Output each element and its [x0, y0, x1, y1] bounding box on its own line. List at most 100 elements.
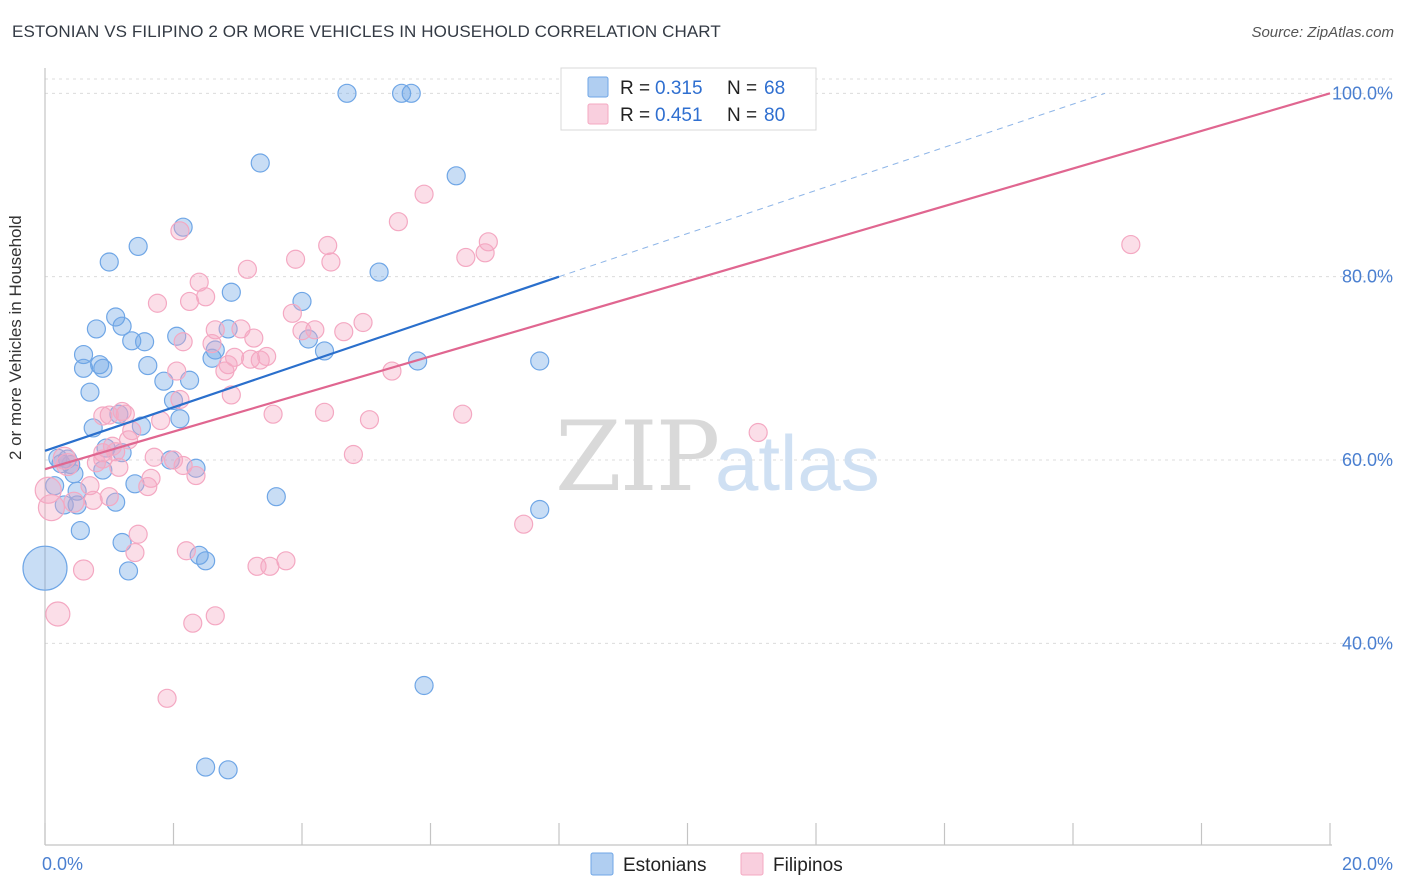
filipino-point — [83, 490, 103, 510]
filipino-point — [128, 524, 148, 544]
estonian-point — [401, 83, 421, 103]
y-tick-label: 40.0% — [1342, 633, 1393, 653]
filipino-point — [99, 487, 119, 507]
estonian-point — [73, 344, 94, 365]
filipino-point — [263, 404, 283, 424]
filipino-point — [176, 541, 196, 561]
data-points — [22, 83, 1141, 780]
filipino-point — [157, 688, 177, 708]
estonian-point — [112, 532, 132, 553]
filipino-point — [72, 559, 95, 581]
filipino-point — [1121, 234, 1141, 255]
watermark: ZIP atlas — [555, 401, 880, 513]
legend-swatch-estonians — [587, 76, 609, 98]
filipino-point — [514, 514, 534, 534]
estonian-point — [128, 236, 148, 257]
filipino-point — [453, 404, 473, 424]
filipino-point — [80, 476, 100, 496]
filipino-point — [34, 476, 62, 504]
trend-lines — [44, 92, 1331, 471]
filipino-point — [257, 346, 277, 367]
filipino-point — [244, 328, 264, 348]
filipino-point — [179, 291, 200, 312]
filipino-trend-line — [44, 92, 1331, 471]
x-tick-label: 0.0% — [42, 854, 83, 874]
filipino-point — [353, 312, 373, 333]
legend-r-value: 0.315 — [655, 78, 703, 99]
x-tick-label: 20.0% — [1342, 854, 1393, 874]
chart-title: ESTONIAN VS FILIPINO 2 OR MORE VEHICLES … — [12, 22, 721, 41]
y-tick-labels: 40.0% 60.0% 80.0% 100.0% — [1332, 83, 1393, 653]
estonian-point — [530, 351, 550, 371]
filipino-point — [183, 613, 203, 633]
filipino-point — [37, 494, 66, 522]
filipino-point — [221, 385, 241, 405]
estonian-point — [266, 487, 286, 507]
estonian-point — [170, 409, 190, 429]
filipino-point — [276, 551, 296, 571]
filipino-point — [141, 468, 161, 488]
estonian-point — [391, 83, 412, 103]
filipino-point — [55, 452, 80, 477]
filipino-point — [475, 243, 495, 263]
filipino-point — [237, 259, 257, 279]
estonian-point — [73, 358, 94, 378]
legend-label-estonians[interactable]: Estonians — [623, 855, 706, 876]
filipino-point — [93, 406, 113, 426]
legend-swatch-estonians[interactable] — [590, 852, 614, 876]
filipino-point — [125, 542, 145, 563]
estonian-point — [134, 332, 155, 352]
filipino-point — [748, 422, 768, 443]
estonian-point — [196, 551, 216, 571]
estonian-point — [250, 153, 270, 173]
estonian-point — [369, 262, 389, 282]
filipino-point — [478, 232, 498, 252]
filipino-point — [170, 221, 190, 241]
filipino-point — [359, 410, 380, 430]
legend-n-label: N = — [727, 105, 757, 126]
filipino-point — [321, 252, 341, 272]
estonian-point — [414, 675, 434, 696]
estonian-point — [173, 217, 193, 237]
estonian-point — [93, 358, 113, 378]
filipino-point — [285, 249, 306, 269]
legend-r-label: R = — [620, 105, 650, 126]
estonian-point — [22, 545, 68, 591]
filipino-point — [334, 322, 354, 342]
filipino-point — [173, 332, 193, 352]
estonian-point — [337, 83, 357, 103]
filipino-point — [218, 355, 238, 375]
estonian-trend-line — [44, 275, 560, 452]
filipino-point — [388, 212, 408, 232]
filipino-point — [186, 465, 206, 486]
y-tick-label: 60.0% — [1342, 450, 1393, 470]
filipino-point — [109, 457, 129, 477]
filipino-point — [282, 303, 302, 323]
estonian-point — [221, 282, 241, 302]
y-tick-label: 80.0% — [1342, 267, 1393, 287]
estonian-point — [154, 371, 174, 391]
legend-n-value: 80 — [764, 105, 785, 126]
legend-n-value: 68 — [764, 78, 785, 99]
estonian-point — [90, 355, 110, 375]
estonian-point — [80, 382, 100, 402]
legend-swatch-filipinos[interactable] — [740, 852, 764, 876]
filipino-point — [250, 350, 270, 370]
legend-label-filipinos[interactable]: Filipinos — [773, 855, 843, 876]
filipino-point — [414, 184, 434, 204]
filipino-point — [205, 320, 225, 340]
estonian-point — [138, 355, 158, 376]
estonian-point — [86, 319, 107, 339]
filipino-point — [99, 405, 119, 425]
watermark-atlas: atlas — [715, 419, 880, 507]
filipino-point — [167, 361, 187, 381]
filipino-point — [318, 235, 338, 256]
filipino-point — [314, 402, 335, 422]
source-label: Source: ZipAtlas.com — [1251, 24, 1394, 41]
filipino-point — [224, 347, 245, 367]
estonian-point — [118, 561, 139, 581]
filipino-point — [52, 446, 76, 470]
filipino-point — [305, 320, 325, 340]
axes — [44, 68, 1332, 846]
